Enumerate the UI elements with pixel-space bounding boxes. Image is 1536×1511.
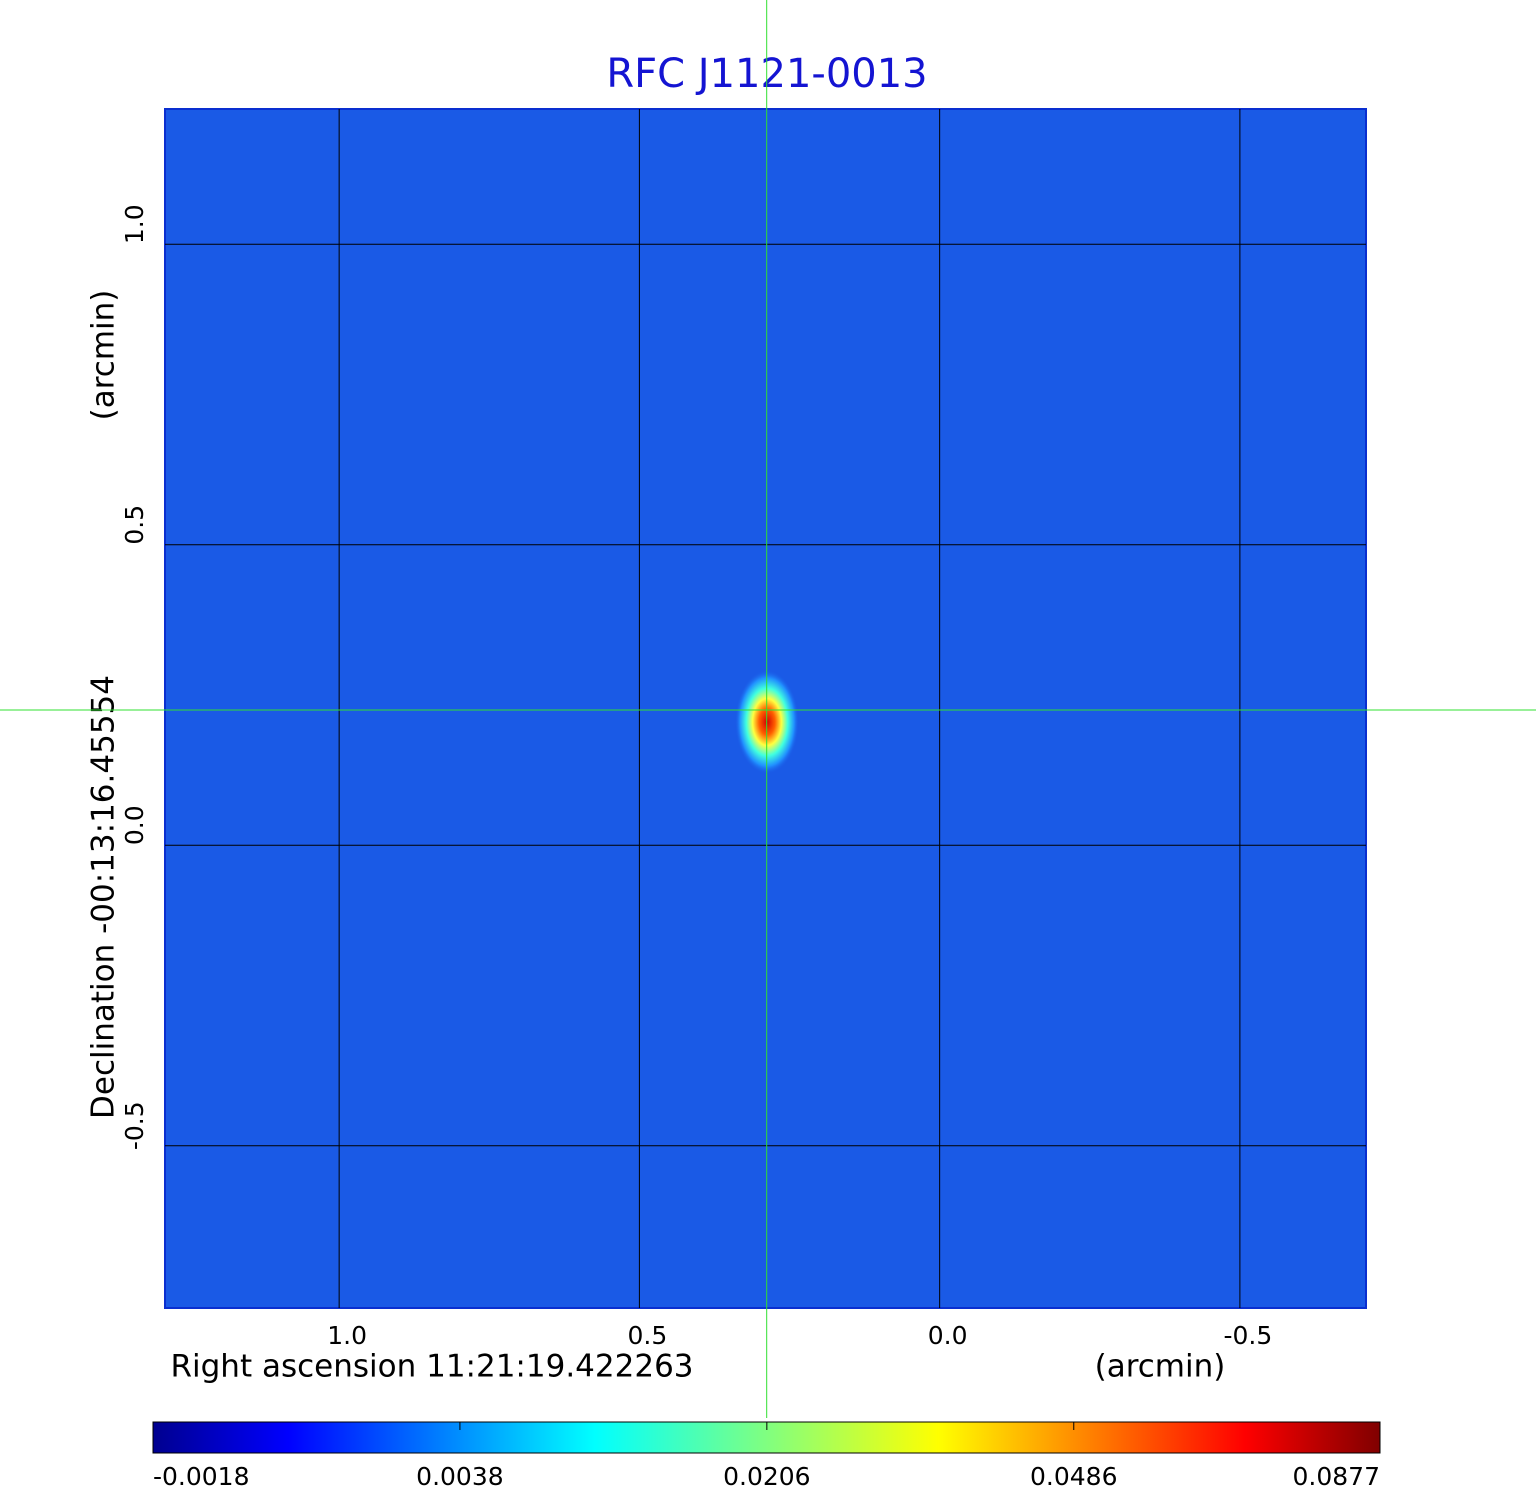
y-tick-label: 1.0 — [120, 204, 149, 244]
y-axis-unit: (arcmin) — [86, 290, 122, 421]
x-tick-label: 0.0 — [928, 1321, 968, 1350]
x-tick-label: -0.5 — [1224, 1321, 1273, 1350]
colorbar-tick-label: 0.0877 — [1293, 1462, 1380, 1491]
x-axis-label: Right ascension 11:21:19.422263 — [170, 1349, 693, 1385]
colorbar-tick-label: -0.0018 — [153, 1462, 250, 1491]
colorbar-tick-label: 0.0486 — [1030, 1462, 1117, 1491]
y-tick-label: 0.5 — [120, 505, 149, 545]
colorbar-tick-label: 0.0206 — [723, 1462, 810, 1491]
y-tick-label: 0.0 — [120, 805, 149, 845]
x-tick-label: 1.0 — [327, 1321, 367, 1350]
colorbar-tick-label: 0.0038 — [416, 1462, 503, 1491]
y-axis-label: Declination -00:13:16.45554 — [86, 675, 122, 1119]
x-tick-label: 0.5 — [628, 1321, 668, 1350]
y-tick-label: -0.5 — [120, 1101, 149, 1150]
x-axis-unit: (arcmin) — [1095, 1349, 1226, 1385]
